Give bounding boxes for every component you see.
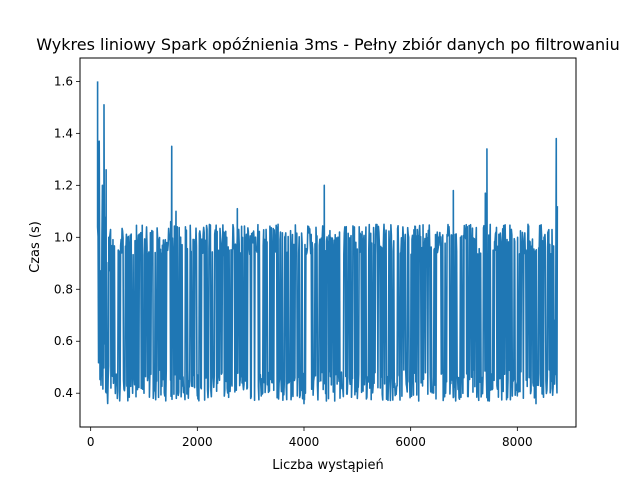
y-tick-label: 1.4 xyxy=(54,126,73,140)
y-axis-label: Czas (s) xyxy=(28,221,43,273)
x-axis-label: Liczba wystąpień xyxy=(272,458,383,473)
x-tick-label: 0 xyxy=(87,435,95,449)
y-tick-label: 0.4 xyxy=(54,386,73,400)
x-axis: 0 2000 4000 6000 8000 xyxy=(87,427,533,449)
x-tick-label: 2000 xyxy=(182,435,213,449)
y-tick-label: 0.6 xyxy=(54,334,73,348)
y-tick-label: 0.8 xyxy=(54,282,73,296)
plot-area xyxy=(96,81,559,405)
series-line xyxy=(96,81,559,405)
y-tick-label: 1.0 xyxy=(54,230,73,244)
x-tick-label: 4000 xyxy=(289,435,320,449)
y-tick-label: 1.2 xyxy=(54,178,73,192)
x-tick-label: 6000 xyxy=(395,435,426,449)
y-tick-label: 1.6 xyxy=(54,74,73,88)
y-axis: 0.4 0.6 0.8 1.0 1.2 1.4 1.6 xyxy=(54,74,80,400)
x-tick-label: 8000 xyxy=(502,435,533,449)
plot-frame xyxy=(79,57,577,428)
chart-title: Wykres liniowy Spark opóźnienia 3ms - Pe… xyxy=(36,35,619,54)
